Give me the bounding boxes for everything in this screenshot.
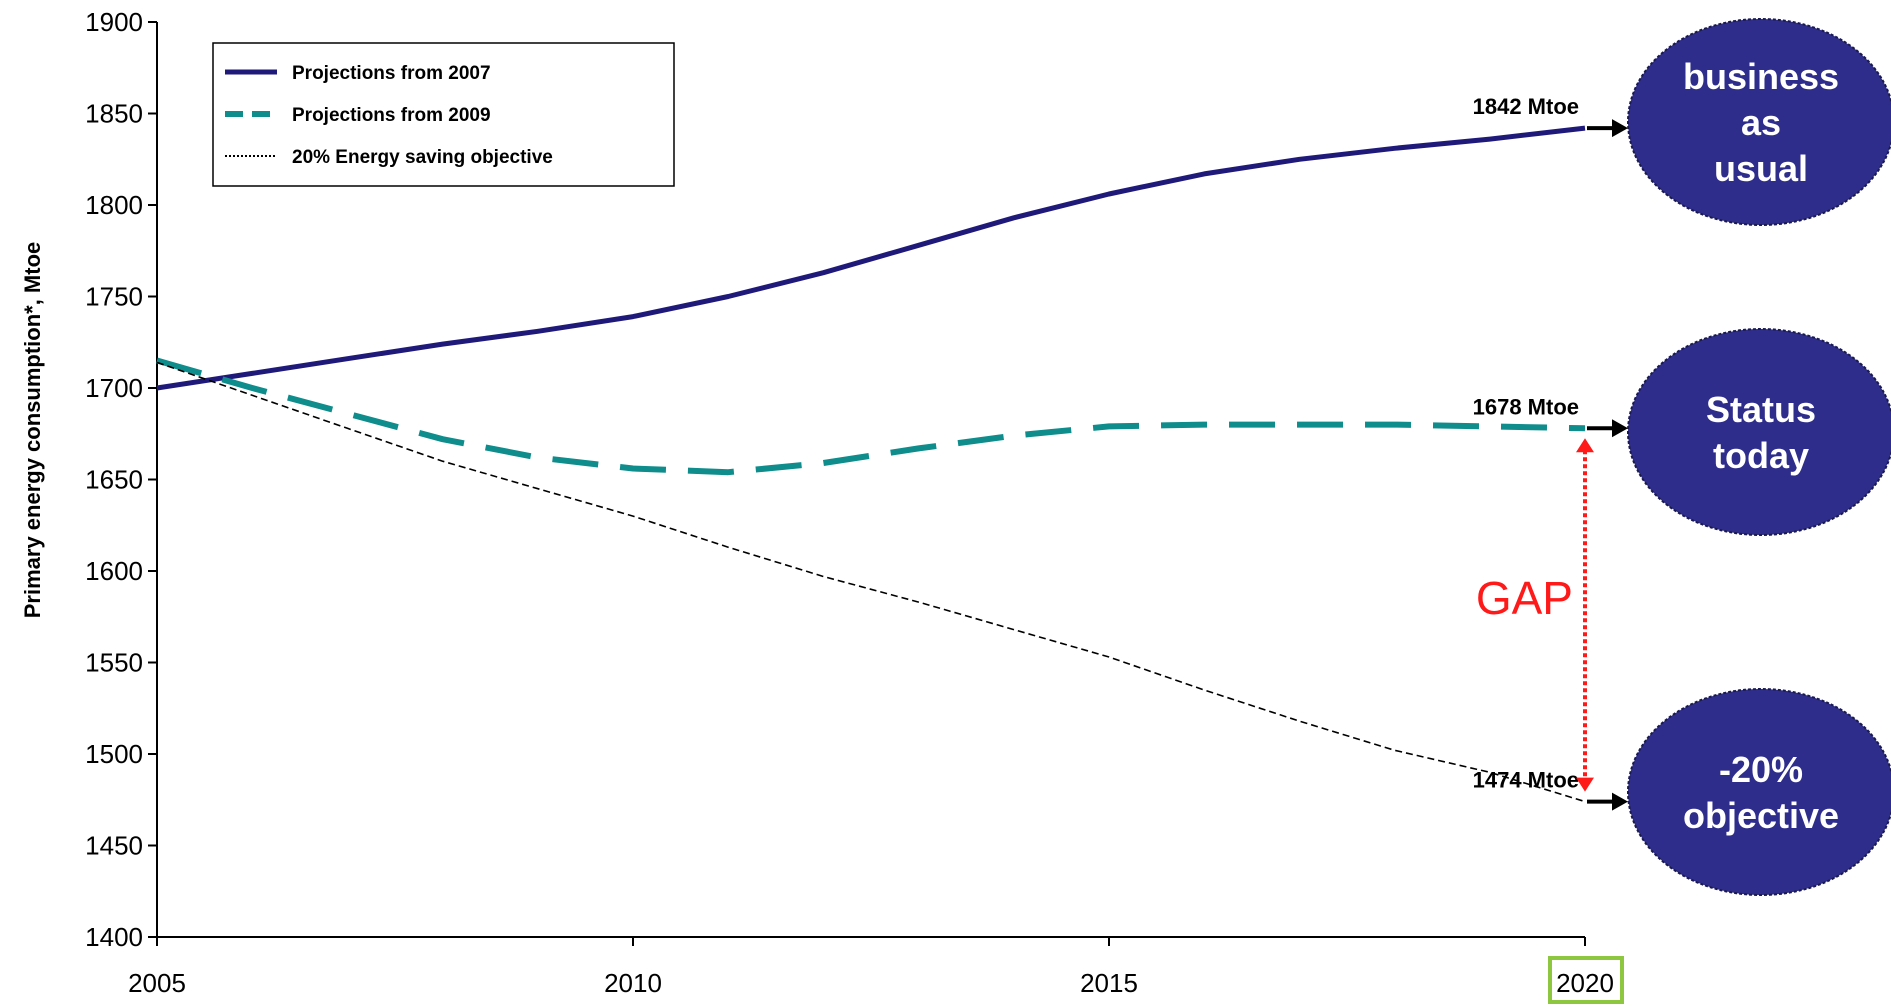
pointer-arrowhead <box>1612 119 1628 138</box>
series-line-2 <box>156 357 1586 476</box>
callout-bubble <box>1627 328 1891 536</box>
callout-bubble <box>1627 688 1891 896</box>
pointer-arrowhead <box>1612 419 1628 438</box>
bubble-text-line: usual <box>1714 148 1808 189</box>
y-tick-label: 1700 <box>85 373 143 403</box>
series-line-3 <box>156 361 1586 803</box>
y-tick-label: 1500 <box>85 739 143 769</box>
x-tick-label: 2015 <box>1080 968 1138 998</box>
gap-arrowhead-top <box>1576 438 1594 453</box>
legend-label-3: 20% Energy saving objective <box>292 147 553 168</box>
legend-label-2: Projections from 2009 <box>292 105 491 126</box>
bubble-text-line: business <box>1683 56 1839 97</box>
y-tick-label: 1850 <box>85 99 143 129</box>
y-tick-label: 1650 <box>85 465 143 495</box>
x-tick-label: 2010 <box>604 968 662 998</box>
y-tick-label: 1600 <box>85 556 143 586</box>
end-value-label: 1842 Mtoe <box>1473 94 1579 119</box>
bubble-text-line: today <box>1713 435 1809 476</box>
bubble-text-line: Status <box>1706 389 1816 430</box>
legend: Projections from 2007 Projections from 20… <box>212 42 675 187</box>
y-tick-label: 1450 <box>85 831 143 861</box>
y-tick-label: 1900 <box>85 7 143 37</box>
y-tick-label: 1800 <box>85 190 143 220</box>
series-layer <box>156 125 1586 803</box>
bubble-text-line: -20% <box>1719 749 1803 790</box>
axes: 1400 1450 1500 1550 1600 1650 1700 1750 1800 1850… <box>85 7 1624 1004</box>
end-value-label: 1474 Mtoe <box>1473 768 1579 793</box>
y-tick-label: 1400 <box>85 922 143 952</box>
bubble-text-line: objective <box>1683 795 1839 836</box>
gap-label: GAP <box>1476 572 1573 624</box>
series-line-1 <box>156 125 1586 391</box>
gap-arrowhead-bottom <box>1576 777 1594 792</box>
bubble-text-line: as <box>1741 102 1781 143</box>
end-value-label: 1678 Mtoe <box>1473 394 1579 419</box>
y-tick-label: 1550 <box>85 648 143 678</box>
y-axis-label: Primary energy consumption*, Mtoe <box>20 242 45 619</box>
callout-bubble <box>1627 18 1891 226</box>
annotation-layer: business as usual Status today -20% objective 1… <box>1473 18 1891 896</box>
x-tick-label: 2020 <box>1556 968 1614 998</box>
y-tick-label: 1750 <box>85 282 143 312</box>
pointer-arrowhead <box>1612 792 1628 811</box>
x-tick-label: 2005 <box>128 968 186 998</box>
legend-label-1: Projections from 2007 <box>292 63 491 84</box>
legend-box <box>212 42 675 187</box>
x-tick-highlight-box <box>1548 956 1624 1004</box>
